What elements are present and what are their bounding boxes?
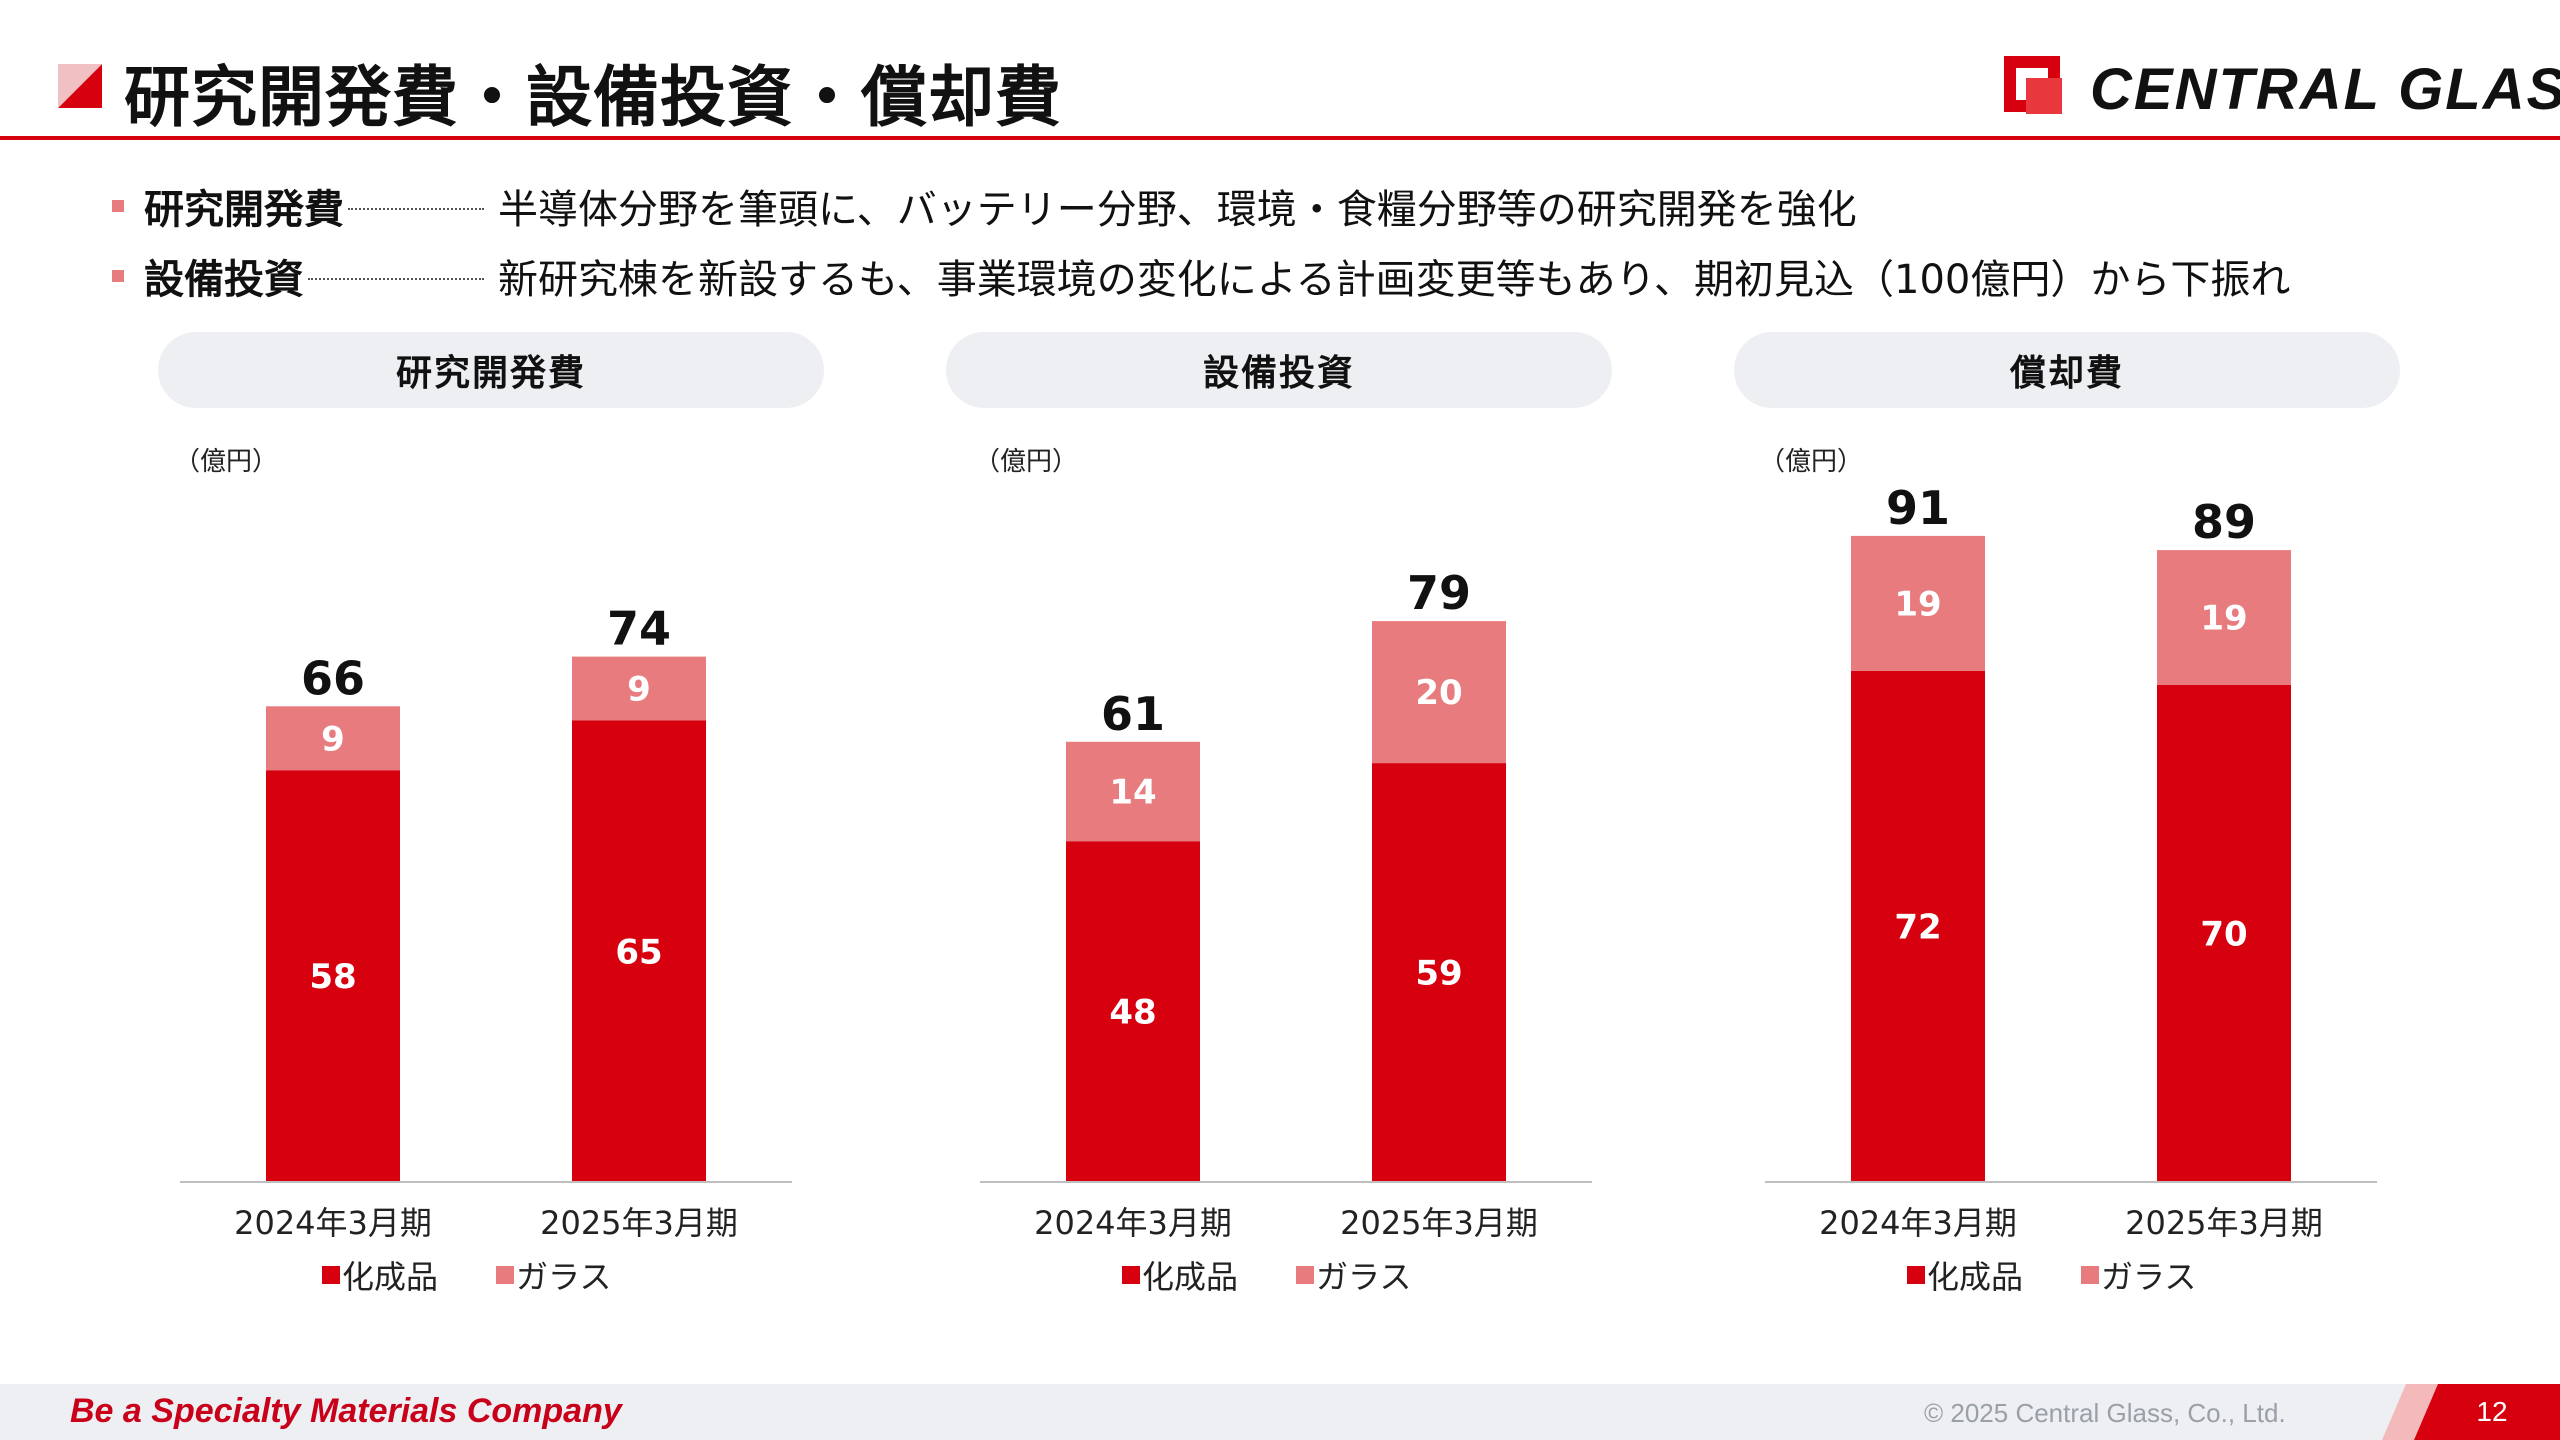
bar-segment-chemicals [1851, 670, 1985, 1182]
total-value-label: 74 [607, 602, 671, 656]
legend-swatch [2081, 1266, 2099, 1284]
total-value-label: 91 [1886, 481, 1950, 535]
total-value-label: 66 [301, 651, 365, 705]
company-logo: CENTRAL GLASS [2004, 52, 2560, 124]
legend-label: ガラス [2101, 1258, 2196, 1296]
bar-segment-glass [266, 706, 400, 771]
bar-segment-glass [1372, 621, 1506, 764]
bullet-capex: 設備投資 新研究棟を新設するも、事業環境の変化による計画変更等もあり、期初見込（… [112, 248, 2290, 304]
panel-header-capex: 設備投資 [946, 332, 1612, 408]
category-tick-label: 2025年3月期 [2125, 1204, 2323, 1242]
segment-value-label: 65 [615, 932, 662, 972]
unit-label: （億円） [174, 447, 278, 477]
legend-label: ガラス [1316, 1258, 1411, 1296]
bullet-square-icon [112, 200, 124, 212]
legend-label: 化成品 [1142, 1258, 1238, 1296]
segment-value-label: 9 [321, 719, 345, 759]
legend-swatch [1907, 1266, 1925, 1284]
bullet-text: 新研究棟を新設するも、事業環境の変化による計画変更等もあり、期初見込（100億円… [498, 257, 2291, 303]
segment-value-label: 14 [1109, 773, 1156, 813]
bar-segment-chemicals [1066, 841, 1200, 1182]
legend-swatch [1296, 1266, 1314, 1284]
category-tick-label: 2025年3月期 [1340, 1204, 1538, 1242]
bar-segment-chemicals [2157, 685, 2291, 1182]
legend-label: 化成品 [342, 1258, 438, 1296]
bullet-label: 研究開発費 [144, 187, 344, 233]
footer-copyright: © 2025 Central Glass, Co., Ltd. [1924, 1398, 2286, 1428]
bar-segment-glass [2157, 550, 2291, 685]
category-tick-label: 2025年3月期 [540, 1204, 738, 1242]
bullet-square-icon [112, 270, 124, 282]
total-value-label: 61 [1101, 687, 1165, 741]
page-title: 研究開発費・設備投資・償却費 [124, 59, 1062, 136]
legend-swatch [1122, 1266, 1140, 1284]
page-number: 12 [2476, 1396, 2508, 1427]
bullet-text: 半導体分野を筆頭に、バッテリー分野、環境・食糧分野等の研究開発を強化 [498, 187, 1857, 233]
category-tick-label: 2024年3月期 [1819, 1204, 2017, 1242]
unit-label: （億円） [974, 447, 1078, 477]
footer-tagline: Be a Specialty Materials Company [70, 1392, 622, 1430]
bar-segment-glass [1066, 741, 1200, 842]
bar-segment-chemicals [572, 720, 706, 1182]
segment-value-label: 9 [627, 670, 651, 710]
logo-wordmark: CENTRAL GLASS [2090, 57, 2560, 122]
bar-segment-chemicals [1372, 763, 1506, 1182]
panel-header-depreciation: 償却費 [1734, 332, 2400, 408]
legend-label: ガラス [516, 1258, 611, 1296]
legend-swatch [496, 1266, 514, 1284]
bullet-label: 設備投資 [144, 257, 304, 303]
bar-segment-glass [572, 656, 706, 721]
total-value-label: 79 [1407, 566, 1471, 620]
bar-segment-glass [1851, 535, 1985, 671]
segment-value-label: 59 [1415, 954, 1462, 994]
dotted-leader [348, 208, 484, 210]
segment-value-label: 19 [2200, 599, 2247, 639]
legend-swatch [322, 1266, 340, 1284]
header-rule [0, 136, 2560, 140]
segment-value-label: 58 [309, 957, 356, 997]
segment-value-label: 20 [1415, 673, 1462, 713]
unit-label: （億円） [1759, 447, 1863, 477]
segment-value-label: 19 [1894, 584, 1941, 624]
logo-mark-icon [2004, 56, 2062, 114]
segment-value-label: 72 [1894, 907, 1941, 947]
segment-value-label: 70 [2200, 915, 2247, 955]
footer-bar [0, 1384, 2560, 1440]
bullet-rnd: 研究開発費 半導体分野を筆頭に、バッテリー分野、環境・食糧分野等の研究開発を強化 [112, 178, 1857, 234]
total-value-label: 89 [2192, 495, 2256, 549]
title-mark-icon [58, 64, 102, 108]
category-tick-label: 2024年3月期 [234, 1204, 432, 1242]
bar-segment-chemicals [266, 770, 400, 1182]
category-tick-label: 2024年3月期 [1034, 1204, 1232, 1242]
page-number-tab [2382, 1384, 2560, 1440]
legend-label: 化成品 [1927, 1258, 2023, 1296]
panel-header-rnd: 研究開発費 [158, 332, 824, 408]
segment-value-label: 48 [1109, 993, 1156, 1033]
dotted-leader [308, 278, 484, 280]
